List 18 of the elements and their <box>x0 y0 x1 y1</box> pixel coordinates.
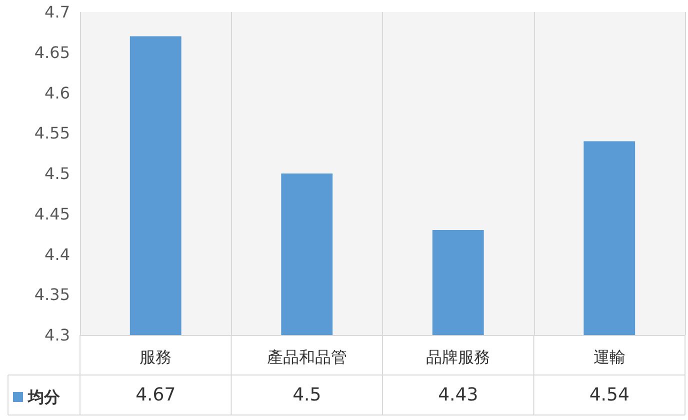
y-tick-label: 4.55 <box>34 124 70 143</box>
x-tick-label: 產品和品管 <box>266 348 347 366</box>
y-tick-label: 4.35 <box>34 285 70 304</box>
y-tick-label: 4.45 <box>34 204 70 224</box>
data-label: 4.43 <box>438 384 478 406</box>
data-label: 4.5 <box>292 384 322 406</box>
x-tick-label: 服務 <box>140 348 172 366</box>
y-tick-label: 4.3 <box>44 326 70 344</box>
y-tick-label: 4.65 <box>34 42 70 62</box>
data-label: 4.54 <box>589 384 630 406</box>
y-tick-label: 4.5 <box>44 164 70 183</box>
data-label: 4.67 <box>136 384 176 406</box>
x-tick-label: 品牌服務 <box>426 348 490 366</box>
y-tick-label: 4.4 <box>44 244 70 264</box>
x-tick-label: 運輸 <box>593 348 626 366</box>
y-tick-label: 4.6 <box>44 83 70 102</box>
legend-label: 均分 <box>27 388 61 406</box>
y-tick-label: 4.7 <box>44 2 70 22</box>
